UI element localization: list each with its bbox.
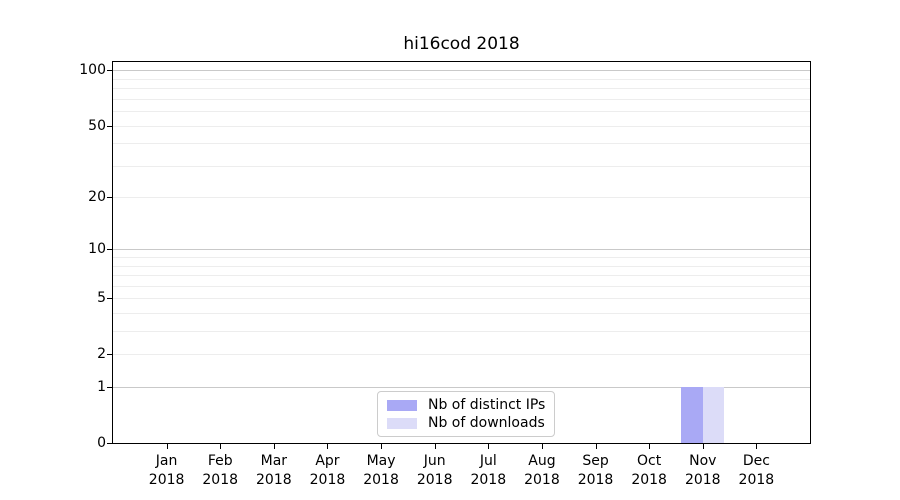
- gridline-minor: [113, 110, 810, 112]
- x-tick-month: Jan: [155, 453, 178, 469]
- x-tick-label: Jun 2018: [417, 452, 453, 490]
- y-tick-mark: [107, 70, 112, 71]
- gridline-minor: [113, 312, 810, 314]
- x-tick-mark: [542, 444, 543, 449]
- x-tick-label: Dec 2018: [739, 452, 775, 490]
- legend: Nb of distinct IPs Nb of downloads: [377, 391, 556, 437]
- y-tick-label: 20: [88, 189, 106, 206]
- gridline-major: [113, 386, 810, 388]
- x-tick-year: 2018: [524, 472, 560, 488]
- plot-area: [112, 61, 811, 444]
- y-tick-label: 2: [97, 346, 106, 363]
- x-tick-label: Oct 2018: [631, 452, 667, 490]
- x-tick-label: Mar 2018: [256, 452, 292, 490]
- x-tick-month: Apr: [315, 453, 340, 469]
- x-tick-mark: [703, 444, 704, 449]
- gridline-minor: [113, 330, 810, 332]
- x-tick-label: Jul 2018: [470, 452, 506, 490]
- x-tick-month: Dec: [742, 453, 770, 469]
- gridline-minor: [113, 297, 810, 299]
- y-tick-mark: [107, 354, 112, 355]
- chart-title: hi16cod 2018: [403, 34, 520, 54]
- gridline-minor: [113, 274, 810, 276]
- x-tick-month: Feb: [207, 453, 233, 469]
- gridline-minor: [113, 256, 810, 258]
- x-tick-month: Nov: [689, 453, 717, 469]
- x-tick-year: 2018: [470, 472, 507, 488]
- x-tick-label: May 2018: [363, 452, 399, 490]
- gridline-minor: [113, 285, 810, 287]
- gridline-minor: [113, 98, 810, 100]
- x-tick-month: Oct: [637, 453, 662, 469]
- legend-item: Nb of downloads: [387, 415, 545, 431]
- y-tick-label: 50: [88, 117, 106, 134]
- gridline-minor: [113, 78, 810, 80]
- y-tick-label: 5: [97, 290, 106, 307]
- x-tick-year: 2018: [684, 472, 721, 488]
- x-tick-year: 2018: [202, 472, 239, 488]
- x-tick-month: Aug: [528, 453, 556, 469]
- y-tick-mark: [107, 126, 112, 127]
- gridline-minor: [113, 87, 810, 89]
- x-tick-year: 2018: [148, 472, 185, 488]
- y-tick-label: 1: [97, 379, 106, 396]
- y-tick-mark: [107, 443, 112, 444]
- x-tick-mark: [381, 444, 382, 449]
- x-tick-year: 2018: [631, 472, 667, 488]
- x-tick-mark: [167, 444, 168, 449]
- legend-item: Nb of distinct IPs: [387, 397, 545, 413]
- legend-swatch: [387, 399, 417, 411]
- gridline-major: [113, 248, 810, 250]
- y-tick-label: 100: [79, 62, 106, 79]
- gridline-minor: [113, 142, 810, 144]
- x-tick-month: Jul: [479, 453, 497, 469]
- legend-label: Nb of downloads: [428, 415, 545, 431]
- gridline-minor: [113, 265, 810, 267]
- legend-label: Nb of distinct IPs: [428, 397, 546, 413]
- x-tick-year: 2018: [256, 472, 292, 488]
- x-tick-month: Jun: [423, 453, 446, 469]
- x-tick-month: Mar: [260, 453, 288, 469]
- x-tick-label: Sep 2018: [578, 452, 614, 490]
- y-tick-mark: [107, 197, 112, 198]
- x-tick-mark: [220, 444, 221, 449]
- x-tick-year: 2018: [363, 472, 399, 488]
- x-tick-month: May: [366, 453, 396, 469]
- bar-nb-of-distinct-ips: [681, 387, 703, 443]
- x-tick-label: Jan 2018: [149, 452, 185, 490]
- x-tick-mark: [596, 444, 597, 449]
- y-tick-mark: [107, 387, 112, 388]
- gridline-minor: [113, 165, 810, 167]
- gridline-minor: [113, 353, 810, 355]
- x-tick-year: 2018: [309, 472, 346, 488]
- x-tick-year: 2018: [577, 472, 614, 488]
- x-tick-mark: [488, 444, 489, 449]
- x-tick-mark: [327, 444, 328, 449]
- x-tick-label: Apr 2018: [310, 452, 346, 490]
- gridline-minor: [113, 125, 810, 127]
- x-tick-mark: [649, 444, 650, 449]
- y-tick-label: 10: [88, 241, 106, 258]
- x-tick-mark: [274, 444, 275, 449]
- legend-swatch: [387, 417, 417, 429]
- y-tick-mark: [107, 298, 112, 299]
- x-tick-label: Feb 2018: [202, 452, 238, 490]
- x-tick-year: 2018: [416, 472, 453, 488]
- x-tick-mark: [435, 444, 436, 449]
- y-tick-mark: [107, 249, 112, 250]
- gridline-major: [113, 69, 810, 71]
- bar-nb-of-downloads: [702, 387, 725, 443]
- x-tick-label: Nov 2018: [685, 452, 721, 490]
- x-tick-mark: [756, 444, 757, 449]
- x-tick-label: Aug 2018: [524, 452, 560, 490]
- x-tick-month: Sep: [582, 453, 609, 469]
- x-tick-year: 2018: [738, 472, 775, 488]
- y-tick-label: 0: [97, 435, 106, 451]
- gridline-minor: [113, 196, 810, 198]
